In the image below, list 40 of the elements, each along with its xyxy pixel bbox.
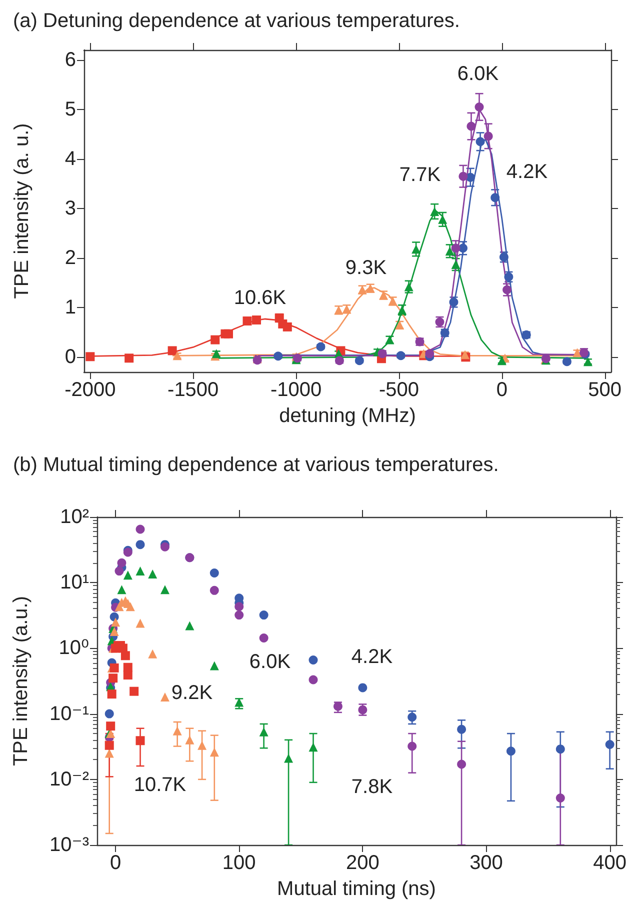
annotation: 7.8K	[351, 776, 394, 798]
y-tick-label: 10¹	[60, 572, 90, 594]
y-tick-label: 10⁻²	[50, 768, 90, 790]
annotation: 10.6K	[234, 287, 287, 309]
y-tick-label: 10⁻³	[50, 834, 90, 856]
x-tick-label: 0	[110, 852, 122, 874]
x-tick-label: 200	[346, 852, 380, 874]
y-tick-label: 6	[64, 48, 76, 71]
x-axis-title: Mutual timing (ns)	[277, 878, 436, 900]
x-tick-label: -500	[378, 379, 419, 401]
annotation: 4.2K	[506, 161, 548, 183]
y-axis-title: TPE intensity (a. u.)	[11, 123, 33, 299]
y-tick-label: 5	[64, 98, 76, 120]
chart-title: (b) Mutual timing dependence at various temperatures.	[13, 454, 499, 476]
y-tick-label: 2	[64, 247, 76, 270]
annotation: 6.0K	[249, 651, 292, 673]
y-tick-label: 4	[64, 148, 76, 170]
x-tick-label: 400	[593, 852, 627, 874]
annotation: 9.2K	[171, 682, 214, 704]
y-tick-label: 10⁰	[58, 637, 89, 660]
y-tick-label: 0	[64, 346, 76, 368]
y-tick-label: 3	[64, 198, 76, 220]
x-axis-title: detuning (MHz)	[279, 405, 416, 427]
x-tick-label: 500	[588, 379, 622, 401]
annotation: 10.7K	[134, 774, 187, 796]
annotation: 7.7K	[399, 164, 442, 186]
y-tick-label: 10⁻¹	[50, 702, 90, 725]
x-tick-label: 100	[222, 852, 256, 874]
chart-title: (a) Detuning dependence at various temperatures.	[13, 10, 460, 32]
annotation: 6.0K	[457, 63, 500, 85]
y-tick-label: 1	[64, 296, 76, 319]
x-tick-label: 300	[470, 852, 503, 874]
x-tick-label: -2000	[64, 379, 116, 401]
y-tick-label: 10²	[60, 506, 90, 528]
x-tick-label: 0	[496, 379, 508, 401]
annotation: 9.3K	[345, 257, 388, 279]
y-axis-title: TPE intensity (a.u.)	[10, 596, 32, 766]
annotation: 4.2K	[351, 646, 394, 668]
x-tick-label: -1000	[270, 379, 322, 401]
x-tick-label: -1500	[168, 379, 219, 401]
